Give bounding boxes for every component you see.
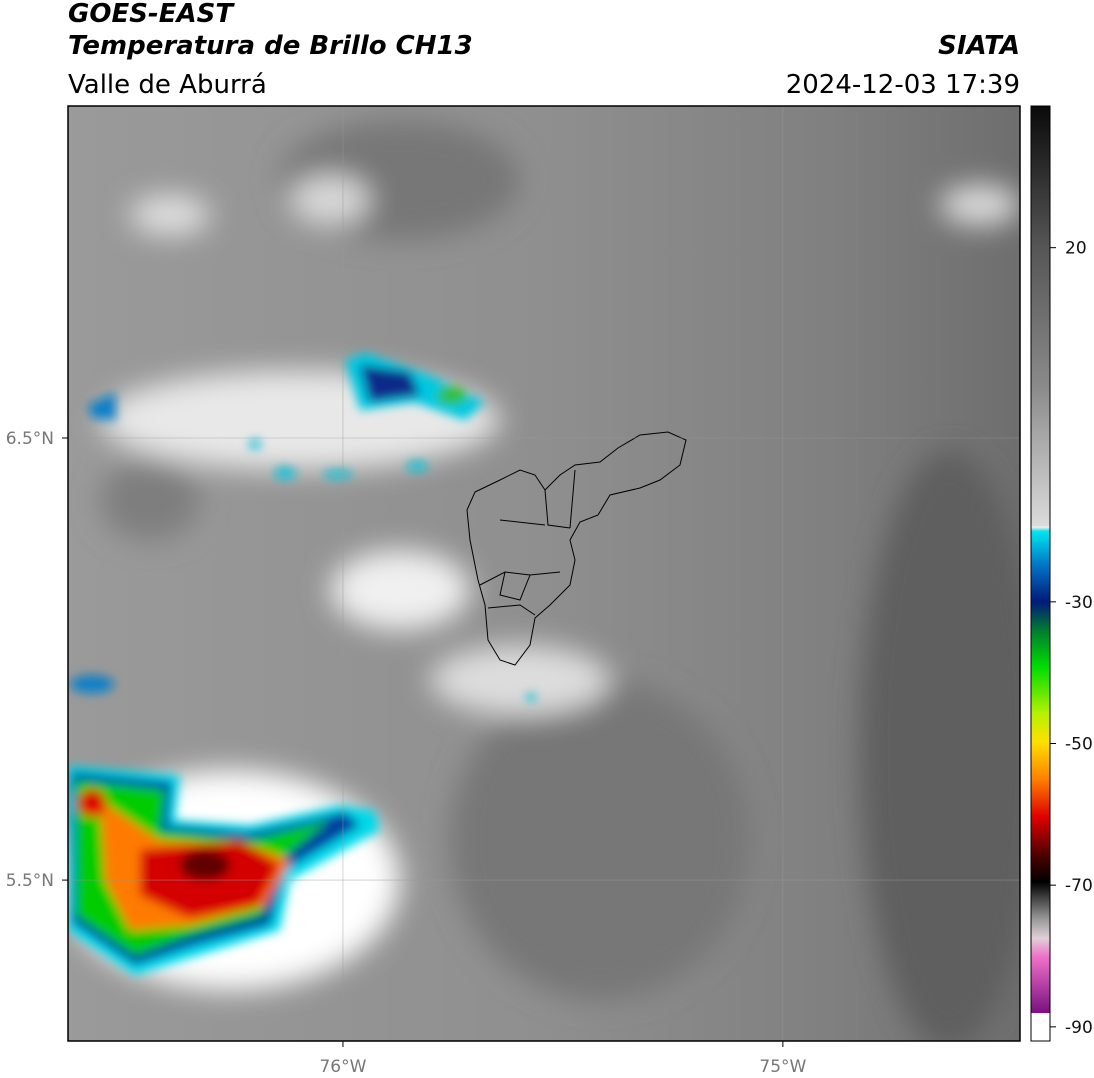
colorbar-tick-label: -70 [1065, 876, 1093, 896]
x-tick-label: 76°W [319, 1057, 366, 1077]
colorbar-tick-label: -90 [1065, 1018, 1093, 1038]
y-tick-label: 6.5°N [6, 429, 54, 449]
colorbar [1030, 105, 1051, 1042]
colorbar-tick-label: 20 [1065, 239, 1087, 259]
colorbar-tick-label: -30 [1065, 593, 1093, 613]
municipality-boundaries [466, 431, 687, 666]
y-tick-label: 5.5°N [6, 871, 54, 891]
map-frame [67, 105, 1021, 1042]
satellite-image [68, 106, 1020, 1041]
region: Valle de Aburrá [68, 70, 267, 100]
graticule [68, 106, 1020, 1041]
x-tick-label: 75°W [759, 1057, 806, 1077]
colorbar-tick-label: -50 [1065, 735, 1093, 755]
datetime: 2024-12-03 17:39 [786, 70, 1020, 100]
subtitle: Temperatura de Brillo CH13 [68, 31, 473, 61]
agency: SIATA [938, 31, 1020, 61]
title: GOES-EAST [68, 0, 235, 29]
